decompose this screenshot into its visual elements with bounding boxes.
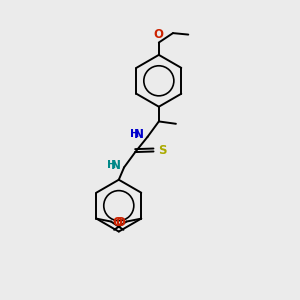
Text: O: O: [115, 216, 125, 229]
Text: O: O: [154, 28, 164, 41]
Text: N: N: [111, 158, 121, 172]
Text: N: N: [134, 128, 144, 141]
Text: O: O: [112, 216, 122, 229]
Text: H: H: [106, 160, 116, 170]
Text: H: H: [130, 129, 140, 140]
Text: S: S: [158, 144, 166, 158]
